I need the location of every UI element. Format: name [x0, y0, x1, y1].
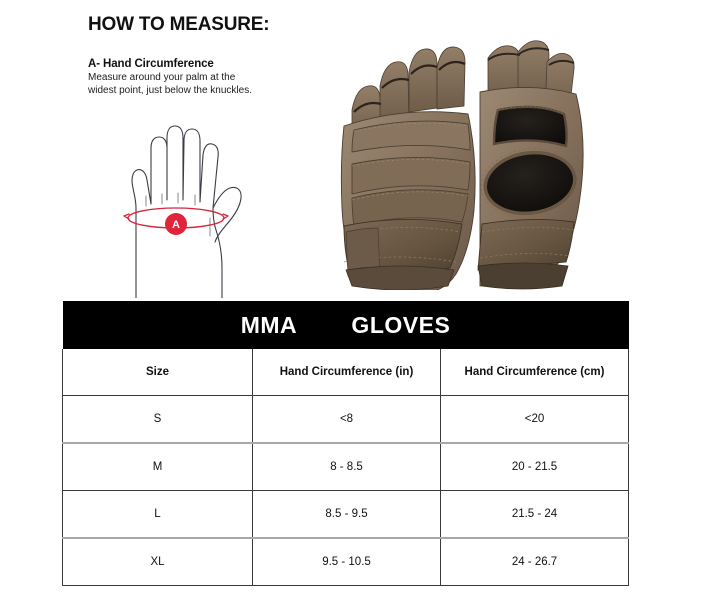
cell-inches: <8	[252, 395, 441, 444]
glove-palm-side	[477, 40, 584, 290]
table-title: MMA GLOVES	[240, 311, 451, 338]
table-row: M 8 - 8.5 20 - 21.5	[62, 443, 630, 491]
size-chart-table: MMA GLOVES Size Hand Circumference (in) …	[62, 301, 630, 586]
cell-inches: 8.5 - 9.5	[252, 490, 441, 539]
table-row: XL 9.5 - 10.5 24 - 26.7	[62, 538, 630, 586]
cell-size: S	[62, 395, 253, 444]
cell-size: M	[62, 443, 253, 491]
hand-diagram-icon: A	[123, 125, 242, 298]
measurement-description: Measure around your palm at the widest p…	[88, 72, 252, 96]
cell-inches: 9.5 - 10.5	[252, 538, 441, 586]
measurement-point-label: A- Hand Circumference	[88, 58, 214, 70]
table-row: S <8 <20	[62, 395, 630, 444]
table-row: L 8.5 - 9.5 21.5 - 24	[62, 490, 630, 539]
column-header-size: Size	[62, 349, 253, 396]
cell-cm: <20	[439, 395, 630, 444]
table-title-band: MMA GLOVES	[62, 301, 629, 349]
measurement-marker	[165, 213, 187, 235]
cell-size: XL	[62, 538, 253, 586]
cell-inches: 8 - 8.5	[252, 443, 441, 491]
column-header-inches: Hand Circumference (in)	[252, 349, 441, 396]
cell-cm: 24 - 26.7	[439, 538, 630, 586]
measurement-marker-letter: A	[172, 219, 180, 231]
size-chart-table-container: MMA GLOVES Size Hand Circumference (in) …	[62, 301, 630, 586]
glove-back-side	[340, 46, 476, 290]
cell-size: L	[62, 490, 253, 539]
column-header-cm: Hand Circumference (cm)	[439, 349, 630, 396]
mma-gloves-product-image	[340, 40, 584, 290]
cell-cm: 21.5 - 24	[439, 490, 630, 539]
how-to-measure-section: HOW TO MEASURE: A- Hand Circumference Me…	[88, 14, 584, 298]
measure-instructions: HOW TO MEASURE: A- Hand Circumference Me…	[88, 14, 318, 97]
table-header-row: Size Hand Circumference (in) Hand Circum…	[62, 349, 630, 396]
cell-cm: 20 - 21.5	[439, 443, 630, 491]
page-title: HOW TO MEASURE:	[88, 14, 270, 35]
